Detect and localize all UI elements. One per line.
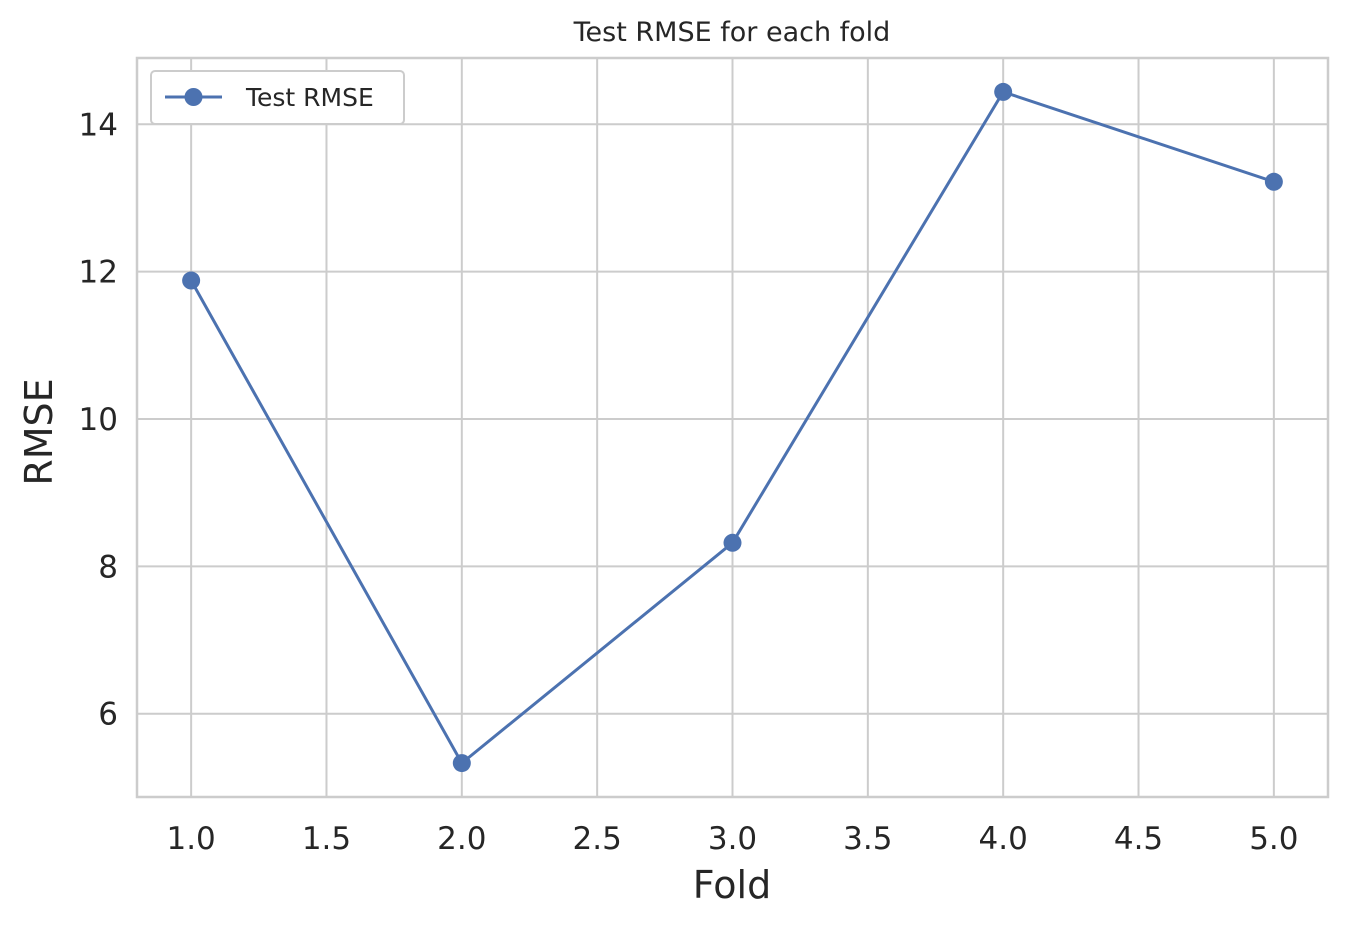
x-tick-label: 4.5 — [1114, 821, 1163, 857]
x-tick-label: 4.0 — [979, 821, 1028, 857]
data-point — [723, 533, 742, 552]
plot-frame — [135, 56, 1330, 799]
data-point — [182, 271, 201, 290]
x-tick-label: 1.5 — [302, 821, 351, 857]
data-point — [452, 754, 471, 773]
legend-label-test-rmse: Test RMSE — [245, 83, 374, 112]
y-tick-label: 14 — [79, 107, 118, 143]
x-tick-label: 2.0 — [437, 821, 486, 857]
y-tick-label: 8 — [98, 549, 118, 585]
x-tick-label: 1.0 — [166, 821, 215, 857]
data-point — [994, 82, 1013, 101]
x-tick-label: 2.5 — [573, 821, 622, 857]
tick-labels: 1.0 1.5 2.0 2.5 3.0 3.5 4.0 4.5 5.0 6 8 10 12 14 — [79, 107, 1299, 857]
x-tick-label: 5.0 — [1249, 821, 1298, 857]
y-tick-label: 12 — [79, 255, 118, 291]
y-axis-label: RMSE — [17, 378, 61, 485]
legend-marker-swatch — [184, 88, 203, 106]
series-layer — [182, 82, 1283, 773]
legend: Test RMSE — [150, 70, 405, 125]
y-tick-label: 6 — [98, 697, 118, 733]
y-tick-label: 10 — [79, 402, 118, 438]
legend-box — [150, 70, 405, 125]
x-tick-label: 3.0 — [708, 821, 757, 857]
x-tick-label: 3.5 — [843, 821, 892, 857]
grid-layer — [137, 58, 1328, 797]
x-axis-label: Fold — [693, 863, 771, 907]
chart-title: Test RMSE for each fold — [573, 17, 891, 48]
data-point — [1264, 172, 1283, 191]
